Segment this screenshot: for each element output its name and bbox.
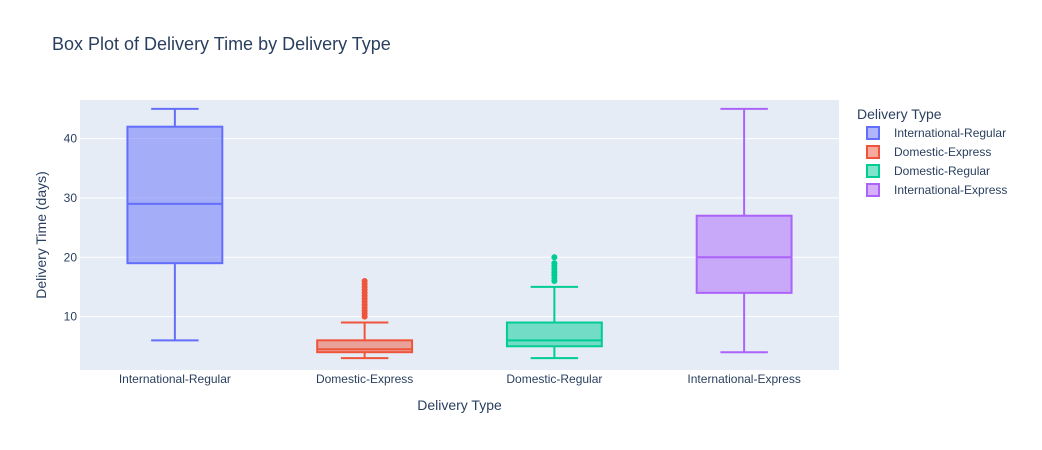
legend-label: International-Express (894, 183, 1007, 197)
box-international-express (695, 107, 793, 354)
x-tick-label: International-Express (687, 372, 800, 386)
legend-label: International-Regular (894, 126, 1006, 140)
box-iqr (695, 214, 793, 294)
y-axis-title: Delivery Time (days) (33, 171, 49, 299)
box-iqr (126, 125, 224, 265)
x-axis-ticks: International-Regular Domestic-Express Dom… (119, 372, 801, 386)
chart-title: Box Plot of Delivery Time by Delivery Ty… (52, 34, 391, 54)
legend-item: Domestic-Express (866, 145, 991, 159)
legend-swatch (866, 183, 880, 197)
y-tick-label: 30 (64, 191, 78, 205)
legend-item: International-Express (866, 183, 1007, 197)
x-tick-label: International-Regular (119, 372, 231, 386)
box-domestic-regular (505, 254, 603, 360)
box-iqr (316, 339, 414, 354)
legend-item: International-Regular (866, 126, 1006, 140)
y-tick-label: 20 (64, 250, 78, 264)
box-iqr (505, 321, 603, 348)
legend-label: Domestic-Express (894, 145, 991, 159)
y-tick-label: 10 (64, 310, 78, 324)
x-axis-title: Delivery Type (417, 397, 502, 413)
legend-swatch (866, 164, 880, 178)
box-domestic-express (316, 277, 414, 360)
boxes (126, 107, 793, 360)
x-tick-label: Domestic-Express (316, 372, 413, 386)
legend-swatch (866, 145, 880, 159)
box-international-regular (126, 107, 224, 342)
legend-swatch (866, 126, 880, 140)
legend-item: Domestic-Regular (866, 164, 990, 178)
legend-label: Domestic-Regular (894, 164, 990, 178)
y-tick-label: 40 (64, 132, 78, 146)
y-axis-ticks: 10 20 30 40 (64, 132, 78, 324)
legend-title: Delivery Type (857, 106, 942, 122)
x-tick-label: Domestic-Regular (506, 372, 602, 386)
legend: Delivery Type International-Regular Domes… (857, 106, 1007, 197)
outlier-point (551, 260, 558, 267)
outlier-point (361, 277, 368, 284)
outlier-point (551, 254, 558, 261)
